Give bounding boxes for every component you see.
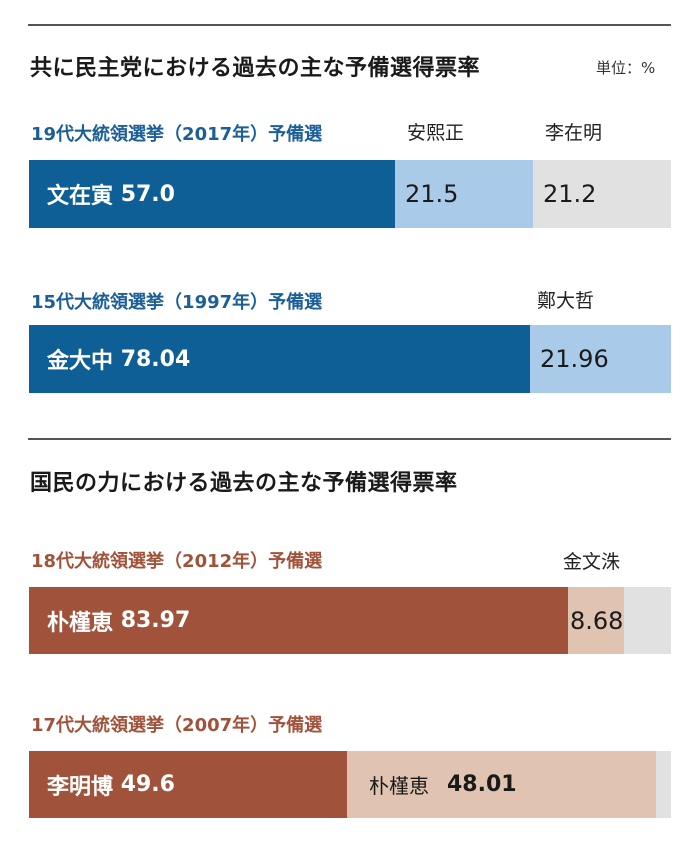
chart-title-2012: 18代大統領選挙（2012年）予備選 <box>31 551 323 572</box>
stacked-bar-1997: 金大中 78.04 21.96 <box>29 325 671 393</box>
value-kim: 78.04 <box>120 346 191 372</box>
chart-title-2017: 19代大統領選挙（2017年）予備選 <box>31 124 323 145</box>
middle-divider <box>28 438 671 440</box>
chart-title-2007: 17代大統領選挙（2007年）予備選 <box>31 715 323 736</box>
bar-segment-kim <box>29 325 530 393</box>
value-lee-mb: 49.6 <box>120 772 175 797</box>
value-park: 83.97 <box>120 608 191 633</box>
data-label-kim: 金大中 78.04 <box>29 325 190 393</box>
bar-segment-kim-moonsoo <box>568 587 624 654</box>
name-kim: 金大中 <box>47 349 114 374</box>
bar-segment-park <box>29 587 568 654</box>
data-label-kim-moonsoo: 8.68 <box>568 587 623 654</box>
data-label-ahn: 21.5 <box>395 160 458 228</box>
bar-segment-park-2007 <box>347 751 656 818</box>
stacked-bar-2007: 李明博 49.6 朴槿恵 48.01 <box>29 751 671 818</box>
name-lee-mb: 李明博 <box>47 774 114 800</box>
name-moon: 文在寅 <box>47 184 114 209</box>
value-ahn: 21.5 <box>405 180 459 208</box>
candidate-label-kim-moonsoo: 金文洙 <box>563 551 621 573</box>
candidate-label-ahn: 安熙正 <box>407 122 465 144</box>
candidate-label-chung: 鄭大哲 <box>537 290 595 312</box>
data-label-chung: 21.96 <box>530 325 609 393</box>
value-moon: 57.0 <box>120 181 175 207</box>
bar-segment-ahn <box>395 160 533 228</box>
section-title-democratic: 共に民主党における過去の主な予備選得票率 <box>30 56 481 81</box>
name-park-2007: 朴槿恵 <box>369 774 429 798</box>
bar-segment-lee-mb <box>29 751 347 818</box>
chart-title-1997: 15代大統領選挙（1997年）予備選 <box>31 292 323 313</box>
value-kim-moonsoo: 8.68 <box>570 606 624 635</box>
candidate-label-lee: 李在明 <box>545 122 603 144</box>
bar-segment-lee <box>533 160 669 228</box>
data-label-lee-mb: 李明博 49.6 <box>29 751 175 818</box>
data-label-moon: 文在寅 57.0 <box>29 160 175 228</box>
stacked-bar-2012: 朴槿恵 83.97 8.68 <box>29 587 671 654</box>
name-park: 朴槿恵 <box>47 610 114 636</box>
value-chung: 21.96 <box>540 345 609 373</box>
data-label-lee: 21.2 <box>533 160 596 228</box>
bar-segment-moon <box>29 160 395 228</box>
data-label-park: 朴槿恵 83.97 <box>29 587 190 654</box>
bar-segment-chung <box>530 325 671 393</box>
data-label-park-2007: 朴槿恵 48.01 <box>347 751 517 818</box>
value-park-2007: 48.01 <box>447 772 517 797</box>
stacked-bar-2017: 文在寅 57.0 21.5 21.2 <box>29 160 671 228</box>
value-lee: 21.2 <box>543 180 597 208</box>
section-title-ppp: 国民の力における過去の主な予備選得票率 <box>30 471 458 496</box>
top-divider <box>28 24 671 26</box>
unit-label: 単位：% <box>596 59 656 77</box>
